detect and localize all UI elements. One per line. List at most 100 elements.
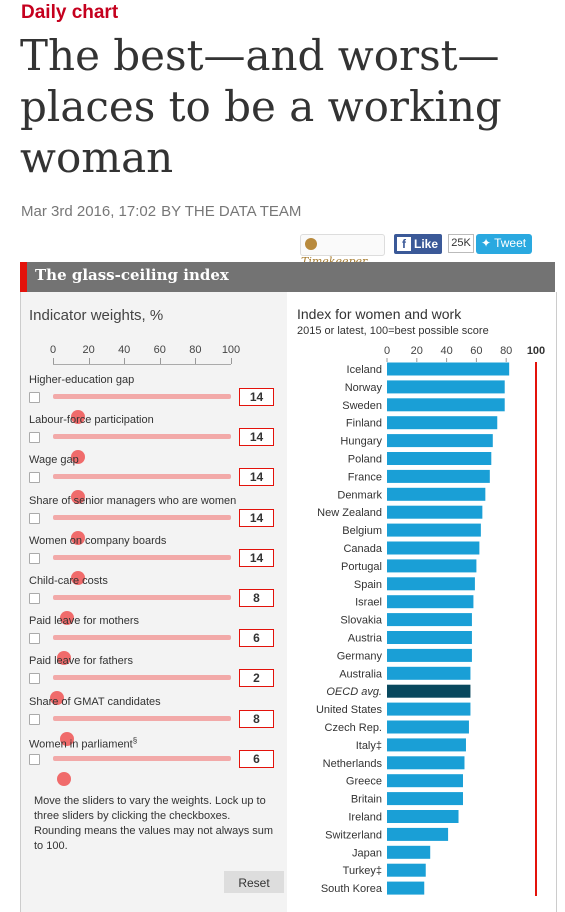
weight-slider[interactable] bbox=[53, 715, 231, 746]
indicator-label: Paid leave for fathers bbox=[29, 655, 133, 667]
weight-slider[interactable] bbox=[49, 675, 231, 706]
weight-slider[interactable] bbox=[53, 755, 231, 786]
bar bbox=[387, 559, 477, 573]
category-label: Netherlands bbox=[323, 758, 383, 770]
weight-slider[interactable] bbox=[53, 434, 231, 465]
slider-handle[interactable] bbox=[70, 530, 85, 545]
reset-button[interactable]: Reset bbox=[224, 871, 284, 893]
x-tick-label: 0 bbox=[384, 345, 390, 357]
headline-line: woman bbox=[20, 133, 174, 182]
article-author: BY THE DATA TEAM bbox=[161, 203, 302, 220]
x-tick-label: 40 bbox=[440, 345, 452, 357]
like-count: 25K bbox=[448, 234, 474, 253]
category-label: United States bbox=[316, 704, 383, 716]
category-label: Belgium bbox=[342, 525, 382, 537]
tweet-label: Tweet bbox=[494, 236, 527, 250]
indicator-label-text: Share of GMAT candidates bbox=[29, 695, 161, 708]
article-headline: The best—and worst— places to be a worki… bbox=[20, 30, 540, 183]
lock-checkbox[interactable] bbox=[29, 512, 40, 524]
indicator-label: Child-care costs bbox=[29, 575, 108, 587]
weights-axis-tick-label: 40 bbox=[118, 344, 131, 356]
weight-value-input[interactable]: 14 bbox=[239, 428, 274, 447]
weight-value-input[interactable]: 14 bbox=[239, 508, 274, 527]
category-label: Sweden bbox=[342, 400, 382, 412]
bar bbox=[387, 613, 472, 627]
slider-handle[interactable] bbox=[70, 570, 85, 585]
indicator-row: Higher-education gap 14 bbox=[29, 374, 279, 424]
bar bbox=[387, 756, 465, 770]
weights-axis-tick-label: 20 bbox=[82, 344, 95, 356]
lock-checkbox[interactable] bbox=[29, 593, 40, 604]
indicator-label: Women on company boards bbox=[29, 535, 166, 547]
lock-checkbox[interactable] bbox=[29, 673, 40, 685]
weight-slider[interactable] bbox=[53, 514, 231, 545]
weight-slider[interactable] bbox=[53, 635, 231, 666]
lock-checkbox[interactable] bbox=[29, 713, 40, 725]
weight-slider[interactable] bbox=[53, 474, 231, 505]
category-label: Australia bbox=[339, 668, 383, 680]
category-label: Canada bbox=[343, 543, 382, 555]
bar bbox=[387, 434, 493, 448]
indicator-label: Labour-force participation bbox=[29, 414, 154, 426]
bar bbox=[387, 774, 463, 788]
panel-header-accent bbox=[20, 262, 27, 292]
slider-handle[interactable] bbox=[60, 611, 75, 625]
weight-slider[interactable] bbox=[53, 554, 231, 585]
bar bbox=[387, 792, 463, 806]
slider-handle[interactable] bbox=[70, 410, 85, 424]
indicator-label-text: Women in parliament bbox=[29, 738, 133, 751]
category-label: Germany bbox=[337, 650, 383, 662]
weight-value-input[interactable]: 8 bbox=[239, 589, 274, 607]
bar bbox=[387, 881, 425, 895]
weight-value-input[interactable]: 8 bbox=[239, 709, 274, 728]
timekeeper-button[interactable]: Timekeeper bbox=[300, 234, 385, 268]
bar bbox=[387, 362, 510, 376]
bar bbox=[387, 738, 466, 752]
weight-value-input[interactable]: 14 bbox=[239, 388, 274, 406]
indicator-label-text: Labour-force participation bbox=[29, 414, 154, 427]
indicator-row: Share of GMAT candidates 8 bbox=[29, 696, 279, 746]
slider-handle[interactable] bbox=[70, 450, 85, 465]
lock-checkbox[interactable] bbox=[29, 392, 40, 403]
category-label: Israel bbox=[355, 597, 382, 609]
weight-value-input[interactable]: 14 bbox=[239, 468, 274, 487]
category-label: France bbox=[348, 471, 382, 483]
facebook-like-button[interactable]: f Like bbox=[394, 234, 442, 254]
category-label: Austria bbox=[348, 633, 383, 645]
weight-value-input[interactable]: 6 bbox=[239, 749, 274, 768]
category-label: New Zealand bbox=[317, 507, 382, 519]
weight-value-input[interactable]: 14 bbox=[239, 548, 274, 567]
category-label: Hungary bbox=[340, 436, 382, 448]
lock-checkbox[interactable] bbox=[29, 633, 40, 645]
weight-value-input[interactable]: 6 bbox=[239, 629, 274, 648]
category-label: Switzerland bbox=[325, 829, 382, 841]
slider-handle[interactable] bbox=[60, 731, 75, 746]
bar bbox=[387, 845, 431, 859]
weight-slider[interactable] bbox=[53, 394, 231, 424]
slider-handle[interactable] bbox=[70, 490, 85, 505]
weights-axis-tick-label: 100 bbox=[221, 344, 241, 356]
slider-handle[interactable] bbox=[49, 691, 64, 706]
weight-slider[interactable] bbox=[53, 595, 231, 625]
indicator-label-text: Child-care costs bbox=[29, 575, 108, 587]
category-label: Japan bbox=[352, 847, 382, 859]
reference-line-label: 100 bbox=[527, 345, 545, 357]
lock-checkbox[interactable] bbox=[29, 552, 40, 564]
lock-checkbox[interactable] bbox=[29, 753, 40, 765]
weight-value-input[interactable]: 2 bbox=[239, 669, 274, 688]
lock-checkbox[interactable] bbox=[29, 432, 40, 444]
category-label: Czech Rep. bbox=[325, 722, 382, 734]
bar bbox=[387, 416, 498, 430]
indicator-row: Share of senior managers who are women 14 bbox=[29, 495, 279, 545]
tweet-button[interactable]: ✦ Tweet bbox=[476, 234, 532, 254]
slider-handle[interactable] bbox=[56, 651, 71, 666]
x-tick-label: 80 bbox=[500, 345, 512, 357]
lock-checkbox[interactable] bbox=[29, 472, 40, 484]
indicator-label: Share of senior managers who are women bbox=[29, 495, 236, 507]
indicator-label: Share of GMAT candidates bbox=[29, 696, 161, 708]
indicator-row: Labour-force participation 14 bbox=[29, 414, 279, 465]
weights-title: Indicator weights, % bbox=[29, 307, 164, 324]
bar bbox=[387, 631, 472, 644]
slider-handle[interactable] bbox=[56, 771, 71, 786]
weights-axis-tick bbox=[159, 358, 161, 364]
